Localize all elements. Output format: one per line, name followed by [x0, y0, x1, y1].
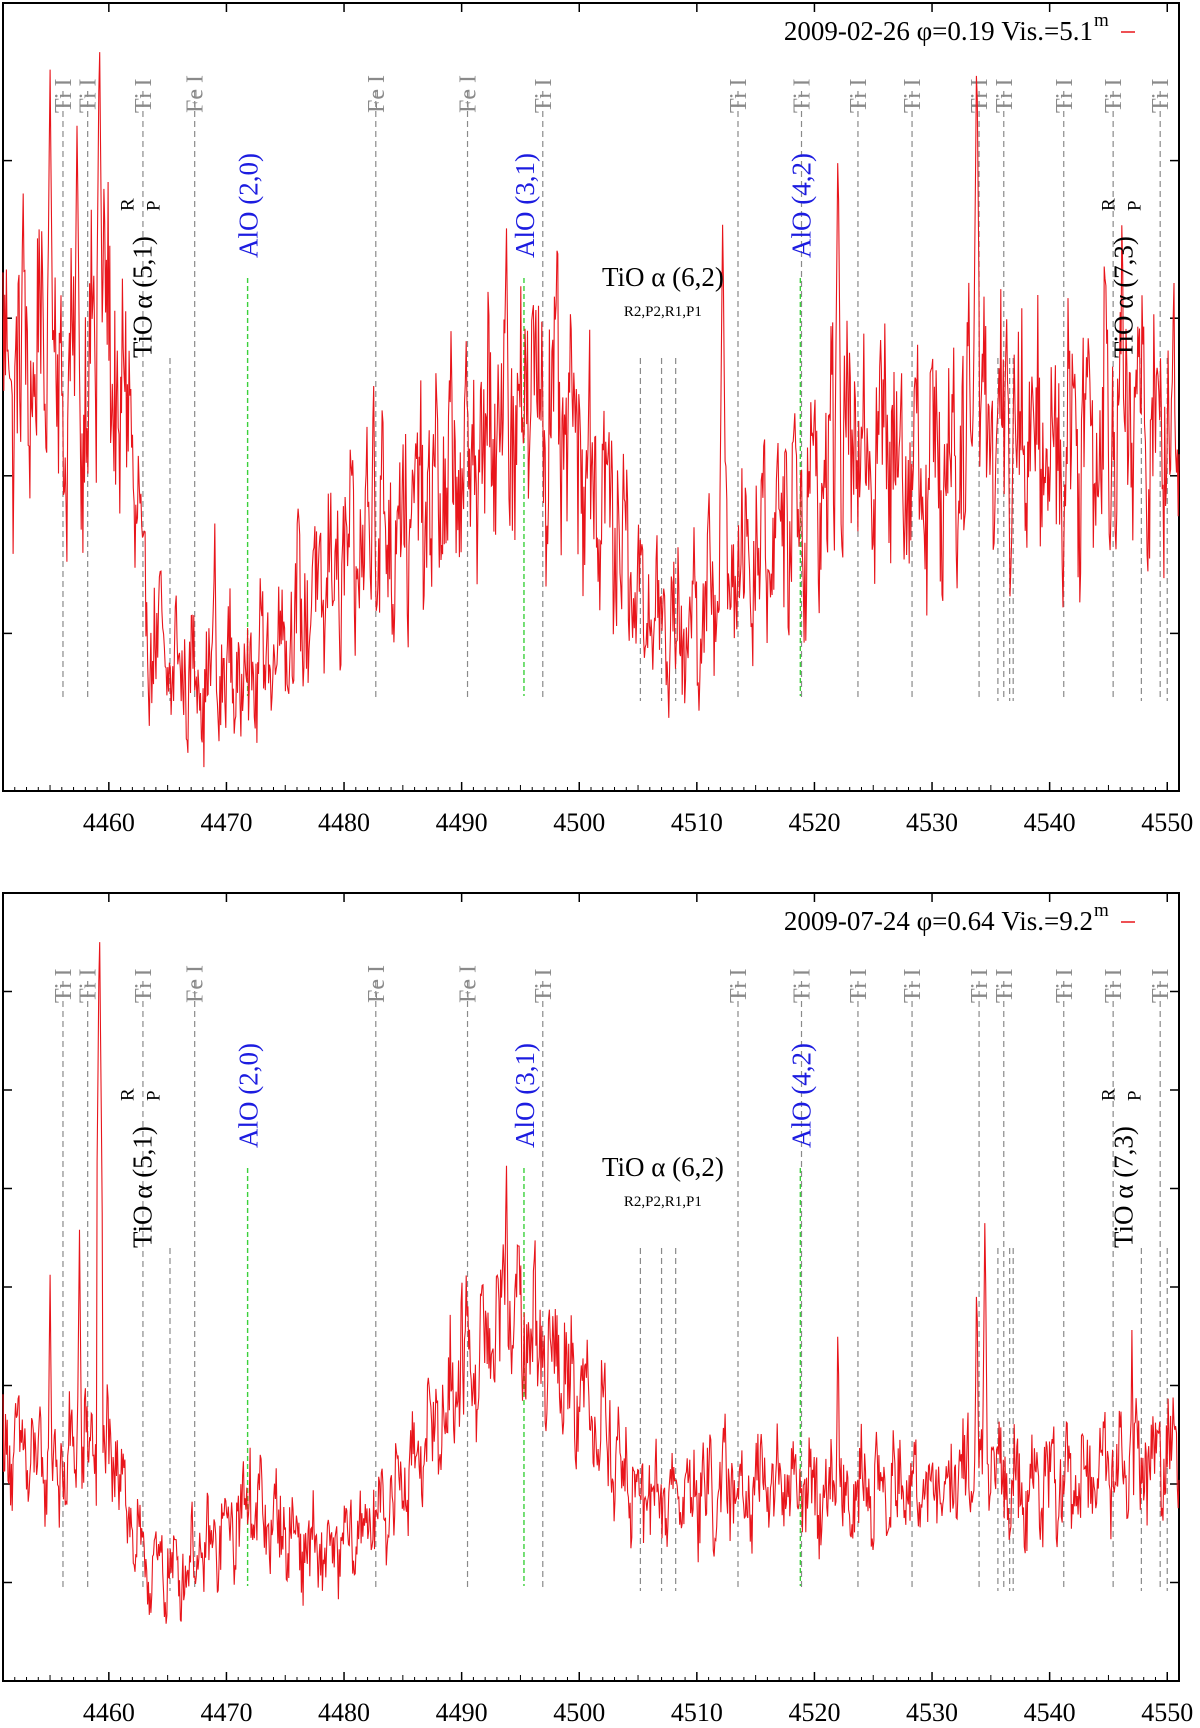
line-id-label: Fe I — [456, 75, 482, 113]
line-id-label: Fe I — [183, 75, 209, 113]
x-tick-label: 4500 — [553, 1698, 605, 1723]
panel-top: 4460 4470 4480 4490 4500 4510 4520 4530 4540 4550… — [2, 2, 1193, 837]
line-id-label: Ti I — [1052, 969, 1078, 1003]
line-id-label: Ti I — [992, 79, 1018, 113]
tio-band-label: TiO α (7,3) R P — [1098, 1088, 1145, 1248]
line-id-label: Ti I — [1101, 79, 1127, 113]
x-tick-label: 4460 — [83, 808, 135, 837]
legend-superscript: m — [1094, 10, 1109, 31]
x-tick-label: 4520 — [788, 1698, 840, 1723]
tio-band-label: TiO α (6,2) — [602, 1152, 724, 1182]
plot-frame — [2, 892, 1180, 1682]
x-tick-label: 4480 — [318, 1698, 370, 1723]
legend-label: 2009-02-26 φ=0.19 Vis.=5.1 — [784, 16, 1093, 46]
legend-superscript: m — [1094, 900, 1109, 921]
tio-band-sub: P — [144, 200, 165, 211]
line-id-label: Ti I — [900, 79, 926, 113]
line-id-label: Ti I — [992, 969, 1018, 1003]
x-tick-label: 4540 — [1024, 1698, 1076, 1723]
tio-band-text: TiO α (7,3) — [1108, 236, 1138, 358]
x-tick-label: 4490 — [436, 808, 488, 837]
tio-band-text: TiO α (7,3) — [1108, 1126, 1138, 1248]
x-tick-label: 4530 — [906, 1698, 958, 1723]
line-id-label: Fe I — [456, 965, 482, 1003]
tio-band-sup: R — [1098, 1088, 1119, 1101]
x-tick-label: 4540 — [1024, 808, 1076, 837]
line-id-label: Ti I — [900, 969, 926, 1003]
alo-band-label: AlO (2,0) — [234, 1043, 264, 1148]
line-id-label: Fe I — [364, 75, 390, 113]
line-id-label: Ti I — [790, 79, 816, 113]
tio-band-components: R2,P2,R1,P1 — [624, 1194, 702, 1210]
alo-band-label: AlO (4,2) — [786, 153, 816, 258]
line-id-label: Ti I — [967, 79, 993, 113]
line-id-label: Ti I — [76, 79, 102, 113]
line-id-label: Ti I — [846, 79, 872, 113]
tio-band-sup: R — [1098, 198, 1119, 211]
legend-label: 2009-07-24 φ=0.64 Vis.=9.2 — [784, 906, 1093, 936]
panel-bottom: 4460 4470 4480 4490 4500 4510 4520 4530 4540 4550… — [2, 892, 1193, 1727]
x-tick-label: 4490 — [436, 1698, 488, 1723]
x-tick-label: 4550 — [1141, 1698, 1193, 1723]
alo-band-label: AlO (3,1) — [510, 153, 540, 258]
x-tick-label: 4460 — [83, 1698, 135, 1723]
tio-band-sub: P — [144, 1090, 165, 1101]
line-id-label: Fe I — [183, 965, 209, 1003]
x-tick-label: 4510 — [671, 808, 723, 837]
line-id-label: Ti I — [76, 969, 102, 1003]
x-tick-label: 4530 — [906, 808, 958, 837]
line-id-label: Ti I — [726, 79, 752, 113]
tio-band-label: TiO α (7,3) R P — [1098, 198, 1145, 358]
line-id-label: Ti I — [531, 79, 557, 113]
spectrum-line — [2, 942, 1180, 1624]
tio-band-label: TiO α (6,2) — [602, 262, 724, 292]
line-id-label: Ti I — [1148, 969, 1174, 1003]
spectrum-line — [2, 52, 1180, 768]
tio-band-components: R2,P2,R1,P1 — [624, 304, 702, 320]
line-id-label: Ti I — [1148, 79, 1174, 113]
tio-band-text: TiO α (5,1) — [128, 1126, 158, 1248]
x-tick-label: 4550 — [1141, 808, 1193, 837]
line-id-label: Ti I — [846, 969, 872, 1003]
line-id-label: Ti I — [967, 969, 993, 1003]
tio-band-sup: R — [118, 198, 139, 211]
tio-band-sub: P — [1124, 1090, 1145, 1101]
line-id-label: Ti I — [131, 969, 157, 1003]
tio-band-label: TiO α (5,1) R P — [118, 198, 165, 358]
tio-band-sup: R — [118, 1088, 139, 1101]
x-tick-label: 4500 — [553, 808, 605, 837]
x-tick-label: 4480 — [318, 808, 370, 837]
line-id-label: Ti I — [131, 79, 157, 113]
line-id-label: Ti I — [531, 969, 557, 1003]
alo-band-label: AlO (2,0) — [234, 153, 264, 258]
alo-band-label: AlO (3,1) — [510, 1043, 540, 1148]
line-id-label: Ti I — [51, 79, 77, 113]
line-id-label: Ti I — [1052, 79, 1078, 113]
x-tick-label: 4470 — [200, 1698, 252, 1723]
line-id-label: Ti I — [51, 969, 77, 1003]
line-id-label: Ti I — [1101, 969, 1127, 1003]
tio-band-text: TiO α (5,1) — [128, 236, 158, 358]
alo-band-label: AlO (4,2) — [786, 1043, 816, 1148]
line-id-label: Ti I — [726, 969, 752, 1003]
x-tick-label: 4470 — [200, 808, 252, 837]
tio-band-label: TiO α (5,1) R P — [118, 1088, 165, 1248]
x-tick-label: 4520 — [788, 808, 840, 837]
tio-band-sub: P — [1124, 200, 1145, 211]
line-id-label: Ti I — [790, 969, 816, 1003]
line-id-label: Fe I — [364, 965, 390, 1003]
x-tick-label: 4510 — [671, 1698, 723, 1723]
